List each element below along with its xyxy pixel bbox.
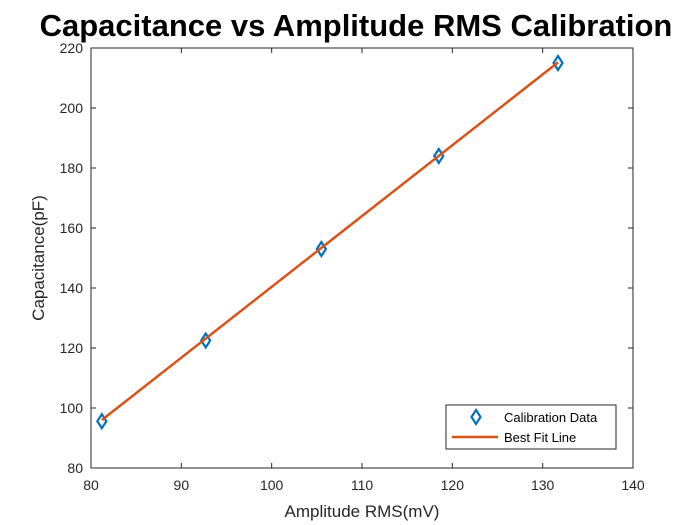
y-tick-label: 80 (67, 460, 83, 476)
y-tick-label: 220 (60, 40, 84, 56)
x-tick-label: 110 (351, 477, 374, 493)
data-point (552, 53, 564, 73)
series-layer (96, 53, 564, 431)
y-tick-label: 100 (60, 400, 84, 416)
plot-area (90, 47, 634, 469)
x-tick-label: 80 (83, 477, 99, 493)
y-axis-ticks: 80 100 120 140 160 180 200 220 (60, 40, 633, 476)
y-tick-label: 180 (60, 160, 84, 176)
data-point (199, 331, 212, 350)
y-tick-label: 120 (60, 340, 84, 356)
chart-title: Capacitance vs Amplitude RMS Calibration (40, 8, 673, 43)
legend-diamond-icon (470, 407, 482, 427)
best-fit-line (101, 61, 559, 421)
x-tick-label: 90 (174, 477, 190, 493)
legend-marker-calibration-data (470, 407, 482, 427)
y-tick-label: 160 (60, 220, 84, 236)
x-axis-label: Amplitude RMS(mV) (285, 502, 440, 521)
y-tick-label: 140 (60, 280, 84, 296)
x-tick-label: 140 (621, 477, 645, 493)
legend-label-best-fit-line: Best Fit Line (504, 430, 576, 445)
legend: Calibration Data Best Fit Line (445, 404, 617, 450)
y-axis-label: Capacitance(pF) (29, 195, 48, 321)
legend-label-calibration-data: Calibration Data (504, 410, 598, 425)
y-tick-label: 200 (60, 100, 84, 116)
x-axis-ticks: 80 90 100 110 120 130 140 (83, 48, 645, 493)
x-tick-label: 130 (531, 477, 555, 493)
x-tick-label: 100 (260, 477, 284, 493)
x-tick-label: 120 (441, 477, 465, 493)
